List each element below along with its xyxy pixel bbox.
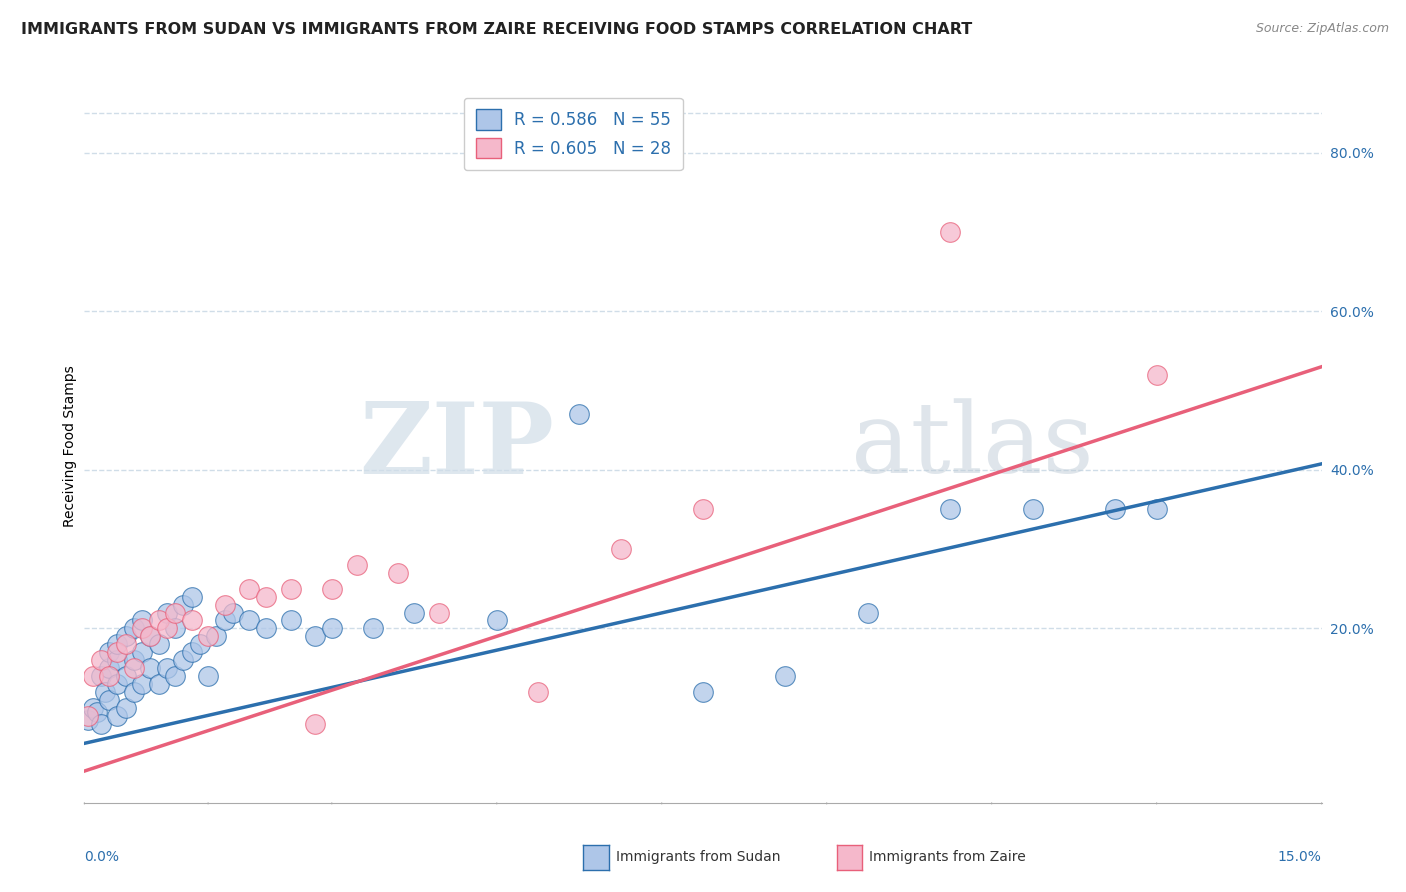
Point <box>165 669 187 683</box>
Point <box>105 677 128 691</box>
Point <box>346 558 368 572</box>
Point <box>188 637 211 651</box>
Point <box>568 407 591 421</box>
Point <box>238 582 260 596</box>
Point <box>114 637 136 651</box>
Text: ZIP: ZIP <box>360 398 554 494</box>
Point <box>105 637 128 651</box>
Point <box>139 629 162 643</box>
Point <box>156 621 179 635</box>
Text: IMMIGRANTS FROM SUDAN VS IMMIGRANTS FROM ZAIRE RECEIVING FOOD STAMPS CORRELATION: IMMIGRANTS FROM SUDAN VS IMMIGRANTS FROM… <box>21 22 973 37</box>
Point <box>361 621 384 635</box>
Point <box>172 653 194 667</box>
Point <box>148 677 170 691</box>
Point <box>148 614 170 628</box>
Point <box>98 645 121 659</box>
Point <box>1146 368 1168 382</box>
Point <box>180 614 202 628</box>
Text: 15.0%: 15.0% <box>1278 850 1322 864</box>
Point <box>131 677 153 691</box>
Point <box>131 621 153 635</box>
Point <box>692 502 714 516</box>
Point <box>939 502 962 516</box>
Point <box>404 606 426 620</box>
Point <box>156 606 179 620</box>
Point <box>98 692 121 706</box>
Point <box>165 606 187 620</box>
Point <box>105 653 128 667</box>
Point <box>122 653 145 667</box>
Point <box>114 629 136 643</box>
Point <box>527 685 550 699</box>
Point <box>304 629 326 643</box>
Point <box>939 225 962 239</box>
Point <box>427 606 450 620</box>
Point <box>485 614 508 628</box>
Point <box>280 614 302 628</box>
Point <box>180 645 202 659</box>
Point <box>139 629 162 643</box>
Text: Immigrants from Zaire: Immigrants from Zaire <box>869 850 1025 864</box>
Point <box>98 669 121 683</box>
Point <box>86 705 108 719</box>
Text: Source: ZipAtlas.com: Source: ZipAtlas.com <box>1256 22 1389 36</box>
Point <box>321 621 343 635</box>
Point <box>304 716 326 731</box>
Point <box>82 669 104 683</box>
Point <box>82 700 104 714</box>
Point <box>139 661 162 675</box>
Legend: R = 0.586   N = 55, R = 0.605   N = 28: R = 0.586 N = 55, R = 0.605 N = 28 <box>464 97 682 169</box>
Point <box>156 661 179 675</box>
Point <box>180 590 202 604</box>
Point <box>114 669 136 683</box>
Point <box>214 614 236 628</box>
Point <box>197 629 219 643</box>
Point <box>254 621 277 635</box>
Point <box>122 661 145 675</box>
Point <box>205 629 228 643</box>
Point <box>122 621 145 635</box>
Text: 0.0%: 0.0% <box>84 850 120 864</box>
Point <box>387 566 409 580</box>
Point <box>98 661 121 675</box>
Point <box>90 669 112 683</box>
Point <box>148 637 170 651</box>
Point <box>214 598 236 612</box>
Text: Immigrants from Sudan: Immigrants from Sudan <box>616 850 780 864</box>
Point <box>165 621 187 635</box>
Text: atlas: atlas <box>852 398 1094 494</box>
Point <box>122 685 145 699</box>
Point <box>856 606 879 620</box>
Point <box>77 708 100 723</box>
Y-axis label: Receiving Food Stamps: Receiving Food Stamps <box>63 365 77 527</box>
Point <box>77 713 100 727</box>
Point <box>238 614 260 628</box>
Point <box>105 645 128 659</box>
Point <box>775 669 797 683</box>
Point <box>222 606 245 620</box>
Point <box>90 716 112 731</box>
Point <box>609 542 631 557</box>
Point <box>131 645 153 659</box>
Point <box>1146 502 1168 516</box>
Point <box>1104 502 1126 516</box>
Point <box>94 685 117 699</box>
Point <box>197 669 219 683</box>
Point <box>280 582 302 596</box>
Point <box>692 685 714 699</box>
Point <box>105 708 128 723</box>
Point <box>254 590 277 604</box>
Point <box>114 700 136 714</box>
Point <box>90 653 112 667</box>
Point <box>131 614 153 628</box>
Point <box>172 598 194 612</box>
Point <box>321 582 343 596</box>
Point <box>1022 502 1045 516</box>
